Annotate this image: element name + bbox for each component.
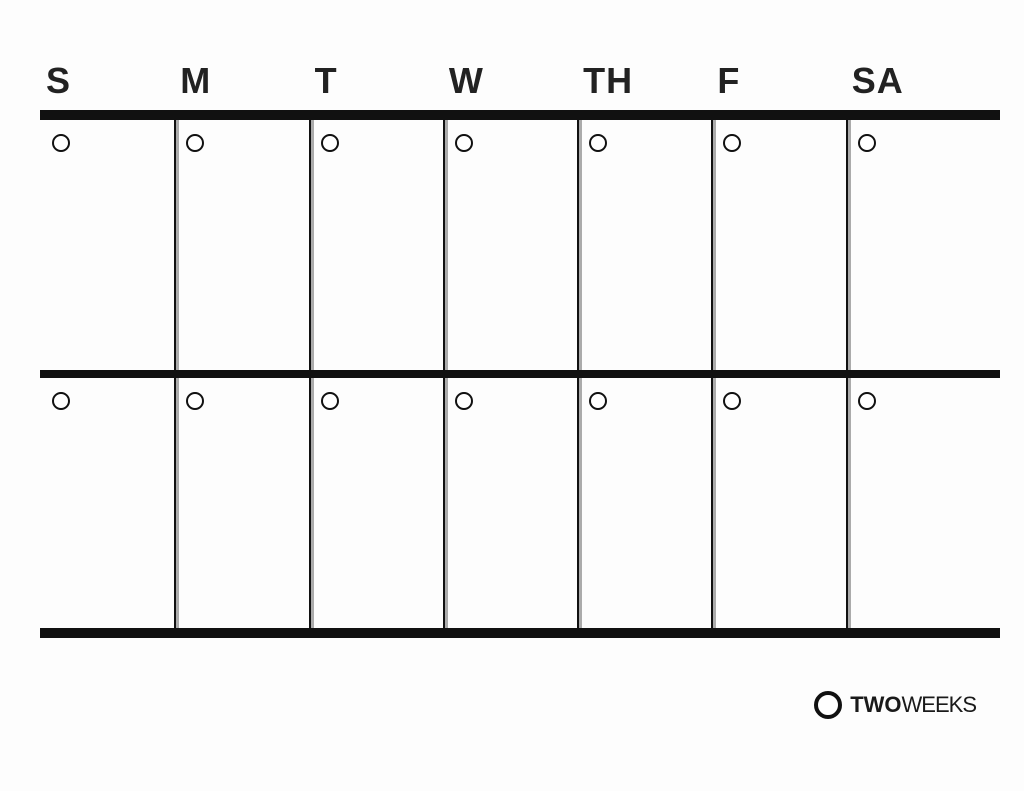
bullet-icon xyxy=(321,134,339,152)
footer-label-bold: TWO xyxy=(850,692,901,717)
footer-brand: TWOWEEKS xyxy=(814,691,976,719)
bullet-icon xyxy=(455,134,473,152)
day-cell xyxy=(848,120,982,370)
weekday-header: W xyxy=(445,60,579,102)
day-cell xyxy=(311,378,445,628)
footer-label-thin: WEEKS xyxy=(902,692,976,717)
bullet-icon xyxy=(589,134,607,152)
weekday-header: TH xyxy=(579,60,713,102)
day-cell xyxy=(176,120,310,370)
day-cell xyxy=(176,378,310,628)
bullet-icon xyxy=(723,392,741,410)
divider-top xyxy=(40,110,1000,120)
circle-icon xyxy=(814,691,842,719)
bullet-icon xyxy=(321,392,339,410)
weekday-header: S xyxy=(42,60,176,102)
week-row-1 xyxy=(42,120,982,370)
weekday-header: F xyxy=(713,60,847,102)
bullet-icon xyxy=(186,134,204,152)
divider-mid xyxy=(40,370,1000,378)
divider-bottom xyxy=(40,628,1000,638)
bullet-icon xyxy=(858,392,876,410)
week-row-2 xyxy=(42,378,982,628)
day-cell xyxy=(579,120,713,370)
day-cell xyxy=(42,378,176,628)
footer-label: TWOWEEKS xyxy=(850,692,976,718)
weekday-header: T xyxy=(311,60,445,102)
bullet-icon xyxy=(589,392,607,410)
day-cell xyxy=(311,120,445,370)
weekday-header: SA xyxy=(848,60,982,102)
weekday-header: M xyxy=(176,60,310,102)
weekday-header-row: S M T W TH F SA xyxy=(42,60,982,102)
day-cell xyxy=(445,378,579,628)
bullet-icon xyxy=(186,392,204,410)
day-cell xyxy=(848,378,982,628)
bullet-icon xyxy=(723,134,741,152)
day-cell xyxy=(579,378,713,628)
day-cell xyxy=(713,378,847,628)
two-week-calendar: S M T W TH F SA TWOWEEKS xyxy=(0,0,1024,791)
bullet-icon xyxy=(52,134,70,152)
bullet-icon xyxy=(455,392,473,410)
day-cell xyxy=(445,120,579,370)
day-cell xyxy=(713,120,847,370)
bullet-icon xyxy=(858,134,876,152)
bullet-icon xyxy=(52,392,70,410)
day-cell xyxy=(42,120,176,370)
